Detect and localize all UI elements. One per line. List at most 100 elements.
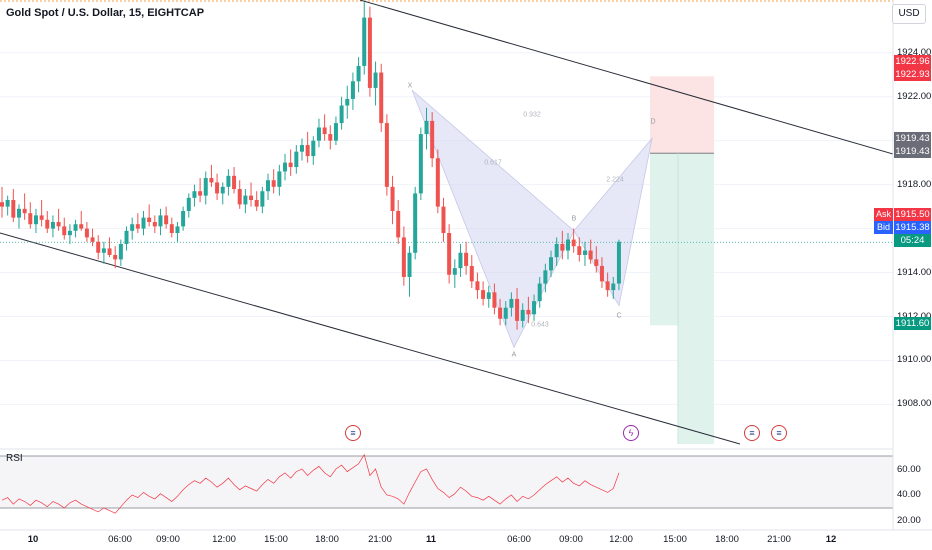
candle-body (73, 224, 78, 231)
candle-body (396, 211, 401, 238)
candle-body (333, 123, 338, 141)
candle-body (203, 178, 208, 196)
time-axis-label: 15:00 (663, 534, 687, 545)
time-axis-label: 18:00 (315, 534, 339, 545)
candle-body (367, 17, 372, 88)
candle-body (520, 309, 525, 321)
candle-body (384, 123, 389, 187)
candle-body (345, 98, 350, 106)
grid-lines (0, 0, 893, 405)
candle-body (430, 120, 435, 159)
candle-body (549, 257, 554, 271)
candle-body (33, 215, 38, 225)
candle-body (198, 191, 203, 196)
candle-body (481, 290, 486, 299)
candle-body (226, 175, 231, 187)
candle-body (532, 301, 537, 315)
candle-body (56, 222, 61, 227)
candle-body (299, 145, 304, 152)
candle-body (311, 140, 316, 157)
candle-body (328, 134, 333, 141)
candle-body (107, 248, 112, 255)
candle-body (147, 217, 152, 222)
time-axis-label: 21:00 (767, 534, 791, 545)
rsi-line (1, 453, 620, 514)
candle-body (271, 180, 276, 187)
us-flag-event-icon[interactable]: ≡ (744, 425, 760, 441)
candle-body (350, 81, 355, 99)
bid-price-badge: 1915.38 (894, 221, 931, 234)
time-axis-label: 15:00 (264, 534, 288, 545)
candle-body (401, 237, 406, 277)
candle-body (181, 211, 186, 227)
us-flag-event-icon[interactable]: ≡ (345, 425, 361, 441)
candle-body (554, 243, 559, 258)
target-price-badge-bottom: 1922.93 (894, 68, 931, 81)
ratio-label-bd: 2.224 (606, 176, 624, 184)
candle-body (101, 248, 106, 253)
bid-tag: Bid (874, 221, 893, 234)
time-axis-label: 10 (27, 534, 39, 545)
currency-selector[interactable]: USD (892, 4, 926, 24)
candle-body (232, 175, 237, 190)
time-axis-label: 12:00 (609, 534, 633, 545)
time-axis-label: 18:00 (715, 534, 739, 545)
candle-body (249, 195, 254, 201)
time-axis-label: 06:00 (507, 534, 531, 545)
candle-body (418, 134, 423, 194)
time-axis-label: 12:00 (212, 534, 236, 545)
candle-body (577, 246, 582, 255)
candle-body (79, 224, 84, 229)
candle-body (11, 200, 16, 218)
candle-body (175, 226, 180, 233)
pattern-point-b: B (571, 215, 577, 223)
candle-body (588, 250, 593, 260)
price-axis-label: 1908.00 (897, 398, 932, 410)
candle-body (186, 197, 191, 212)
candle-body (90, 237, 95, 242)
candle-body (543, 270, 548, 284)
candle-body (407, 252, 412, 277)
candle-body (158, 215, 163, 227)
candle-body (135, 224, 140, 229)
candle-body (39, 215, 44, 220)
ratio-label-xd: 0.932 (523, 111, 541, 119)
candle-body (537, 283, 542, 302)
candle-body (316, 127, 321, 141)
candle-body (237, 189, 242, 205)
candle-body (611, 283, 616, 291)
candle-body (356, 65, 361, 82)
lightning-event-icon[interactable]: ϟ (623, 425, 639, 441)
rsi-panel (0, 448, 893, 514)
time-axis-label: 12 (825, 534, 837, 545)
candle-body (288, 162, 293, 168)
candle-body (84, 228, 89, 238)
rsi-level-label: 20.00 (897, 515, 921, 526)
candle-body (260, 191, 265, 207)
candle-body (458, 252, 463, 269)
price-axis-label: 1918.00 (897, 178, 932, 190)
candle-body (209, 178, 214, 183)
candle-body (305, 145, 310, 157)
price-axis-label: 1910.00 (897, 354, 932, 366)
candle-body (441, 206, 446, 233)
candle-body (113, 254, 118, 260)
candle-body (283, 162, 287, 172)
take-profit-badge: 1911.60 (894, 317, 931, 330)
candle-body (560, 243, 565, 251)
candle-body (452, 268, 457, 275)
candle-body (594, 259, 599, 266)
candle-body (164, 215, 169, 225)
candle-body (599, 265, 604, 282)
us-flag-event-icon[interactable]: ≡ (771, 425, 787, 441)
profit-zone (650, 153, 678, 326)
trade-zones (650, 76, 714, 445)
chart-title: Gold Spot / U.S. Dollar, 15, EIGHTCAP (6, 7, 205, 19)
candle-body (28, 213, 33, 225)
countdown-badge: 05:24 (894, 234, 931, 247)
candle-body (192, 191, 197, 198)
candle-body (16, 208, 21, 218)
candle-body (96, 241, 101, 253)
rsi-band (0, 456, 893, 508)
